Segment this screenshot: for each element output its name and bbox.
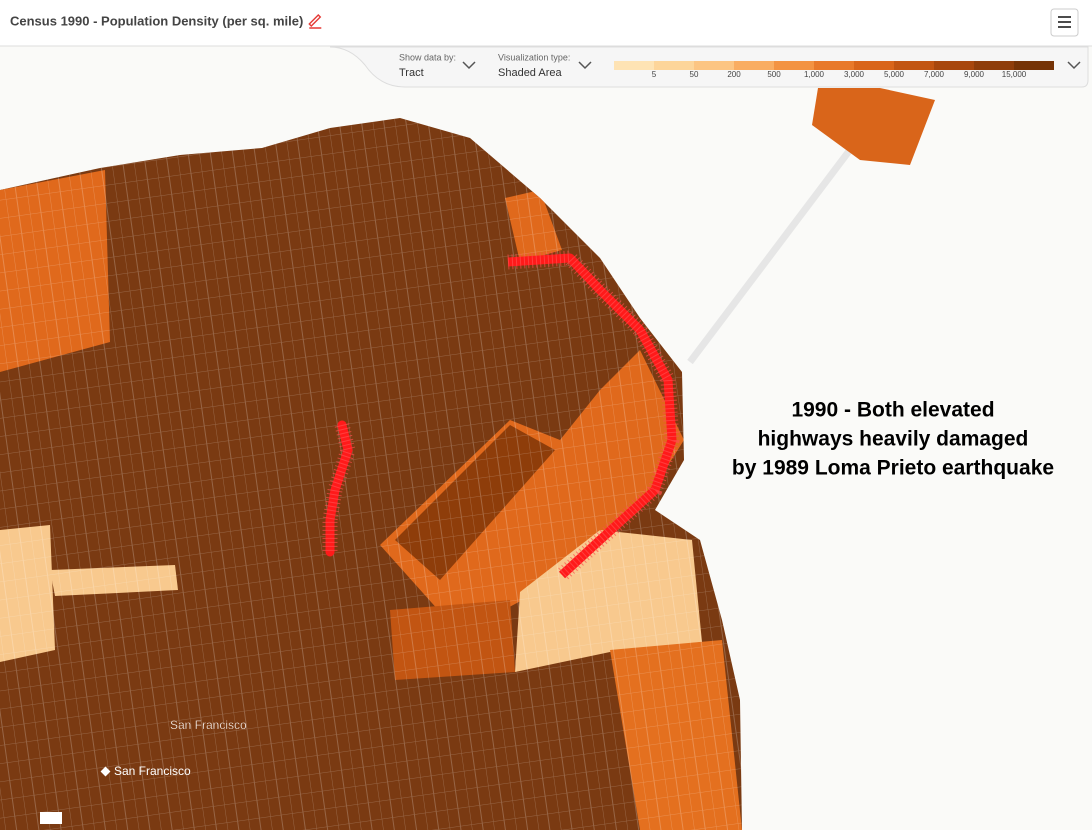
annotation-line: 1990 - Both elevated	[791, 399, 994, 422]
legend-swatch	[934, 61, 974, 70]
legend-swatch	[974, 61, 1014, 70]
place-marker	[100, 766, 111, 777]
legend-toggle[interactable]	[1067, 61, 1081, 70]
legend-swatch	[814, 61, 854, 70]
legend-label: 5	[652, 70, 657, 79]
legend-swatch	[894, 61, 934, 70]
park	[40, 812, 62, 824]
central-freeway-edge	[322, 423, 356, 552]
annotation: 1990 - Both elevated highways heavily da…	[732, 399, 1054, 480]
legend-swatch	[1014, 61, 1054, 70]
map-title: Census 1990 - Population Density (per sq…	[10, 13, 303, 28]
legend-label: 7,000	[924, 70, 945, 79]
place-label: San Francisco	[114, 764, 191, 778]
legend-swatch	[614, 61, 654, 70]
legend: 5 50 200 500 1,000 3,000 5,000 7,000 9,000 15,000	[614, 61, 1054, 79]
control-value[interactable]: Shaded Area	[498, 67, 562, 79]
menu-icon	[1058, 16, 1071, 28]
bay-bridge	[687, 107, 883, 365]
annotation-line: by 1989 Loma Prieto earthquake	[732, 457, 1054, 480]
embarcadero-freeway-edge	[507, 250, 680, 581]
legend-label: 3,000	[844, 70, 865, 79]
legend-label: 500	[767, 70, 781, 79]
place-label: San Francisco	[170, 718, 247, 732]
legend-swatch	[654, 61, 694, 70]
legend-label: 5,000	[884, 70, 905, 79]
legend-swatch	[734, 61, 774, 70]
legend-label: 50	[690, 70, 699, 79]
dropdown-caret[interactable]	[462, 61, 476, 70]
treasure-island	[812, 88, 935, 165]
edit-title-icon[interactable]	[308, 14, 322, 29]
legend-label: 1,000	[804, 70, 825, 79]
legend-swatch	[854, 61, 894, 70]
legend-label: 200	[727, 70, 741, 79]
legend-swatch	[774, 61, 814, 70]
control-label: Visualization type:	[498, 52, 570, 62]
legend-label: 9,000	[964, 70, 985, 79]
control-value[interactable]: Tract	[399, 67, 424, 79]
annotation-line: highways heavily damaged	[758, 428, 1029, 451]
legend-label: 15,000	[1002, 70, 1027, 79]
legend-swatch	[694, 61, 734, 70]
control-label: Show data by:	[399, 52, 456, 62]
dropdown-caret[interactable]	[578, 61, 592, 70]
header-bar	[0, 0, 1092, 46]
